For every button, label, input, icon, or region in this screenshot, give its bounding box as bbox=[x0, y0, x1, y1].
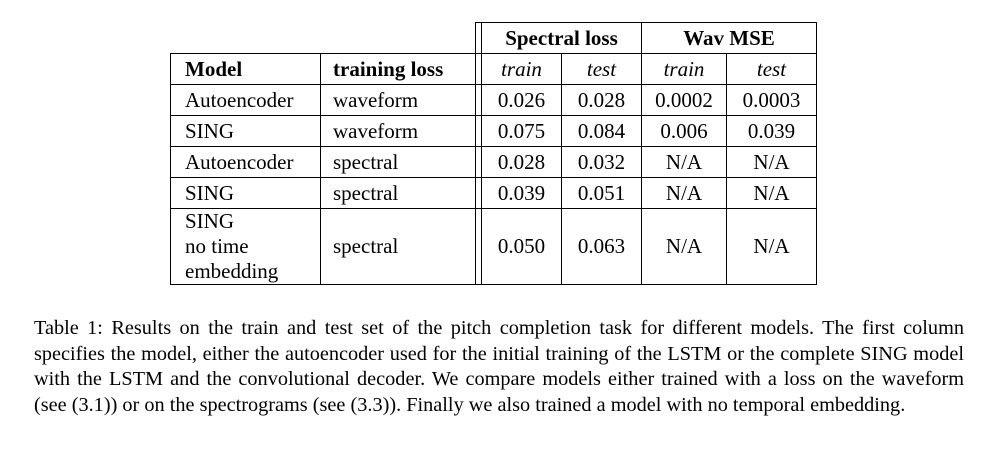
model-cell: Autoencoder bbox=[170, 146, 321, 178]
loss-cell: waveform bbox=[320, 84, 476, 116]
spectral-loss-header: Spectral loss bbox=[481, 22, 642, 54]
empty-corner-cell bbox=[171, 23, 321, 54]
loss-cell: waveform bbox=[320, 115, 476, 147]
training-loss-header: training loss bbox=[320, 53, 476, 85]
model-line: no time bbox=[185, 234, 249, 258]
spectral-train-cell: 0.050 bbox=[481, 208, 562, 285]
table-row: Autoencoder waveform 0.026 0.028 0.0002 … bbox=[170, 84, 817, 116]
loss-cell: spectral bbox=[320, 146, 476, 178]
model-cell: Autoencoder bbox=[170, 84, 321, 116]
loss-cell: spectral bbox=[320, 208, 476, 285]
loss-cell: spectral bbox=[320, 177, 476, 209]
wav-train-header: train bbox=[641, 53, 727, 85]
wav-test-cell: N/A bbox=[726, 208, 817, 285]
spectral-test-cell: 0.032 bbox=[561, 146, 642, 178]
wav-train-cell: N/A bbox=[641, 177, 727, 209]
wav-train-cell: N/A bbox=[641, 146, 727, 178]
wav-test-cell: 0.039 bbox=[726, 115, 817, 147]
table-row: SING spectral 0.039 0.051 N/A N/A bbox=[170, 177, 817, 209]
spectral-train-cell: 0.026 bbox=[481, 84, 562, 116]
wav-test-header: test bbox=[726, 53, 817, 85]
model-line: SING bbox=[185, 209, 235, 233]
column-header-row: Model training loss train test train tes… bbox=[170, 53, 817, 85]
wav-test-cell: 0.0003 bbox=[726, 84, 817, 116]
spectral-test-cell: 0.051 bbox=[561, 177, 642, 209]
table-row: SING waveform 0.075 0.084 0.006 0.039 bbox=[170, 115, 817, 147]
model-cell: SING bbox=[170, 177, 321, 209]
table-row: Autoencoder spectral 0.028 0.032 N/A N/A bbox=[170, 146, 817, 178]
model-line: embedding bbox=[185, 259, 279, 283]
wav-train-cell: 0.0002 bbox=[641, 84, 727, 116]
spectral-test-cell: 0.028 bbox=[561, 84, 642, 116]
model-cell: SING no time embedding bbox=[170, 208, 321, 285]
double-rule-cell bbox=[475, 208, 482, 285]
wav-train-cell: 0.006 bbox=[641, 115, 727, 147]
spectral-test-cell: 0.084 bbox=[561, 115, 642, 147]
wav-test-cell: N/A bbox=[726, 146, 817, 178]
wav-mse-header: Wav MSE bbox=[641, 22, 817, 54]
wav-test-cell: N/A bbox=[726, 177, 817, 209]
spectral-train-cell: 0.028 bbox=[481, 146, 562, 178]
table-caption: Table 1: Results on the train and test s… bbox=[34, 317, 964, 416]
spectral-train-cell: 0.075 bbox=[481, 115, 562, 147]
double-rule-cell bbox=[475, 22, 482, 54]
spectral-train-header: train bbox=[481, 53, 562, 85]
model-header: Model bbox=[170, 53, 321, 85]
group-header-row: Spectral loss Wav MSE bbox=[171, 22, 817, 54]
wav-train-cell: N/A bbox=[641, 208, 727, 285]
spectral-train-cell: 0.039 bbox=[481, 177, 562, 209]
results-table: Spectral loss Wav MSE Model training los… bbox=[170, 22, 817, 285]
table-row: SING no time embedding spectral 0.050 0.… bbox=[170, 208, 817, 285]
spectral-test-header: test bbox=[561, 53, 642, 85]
spectral-test-cell: 0.063 bbox=[561, 208, 642, 285]
empty-corner-cell bbox=[321, 23, 476, 54]
model-cell: SING bbox=[170, 115, 321, 147]
